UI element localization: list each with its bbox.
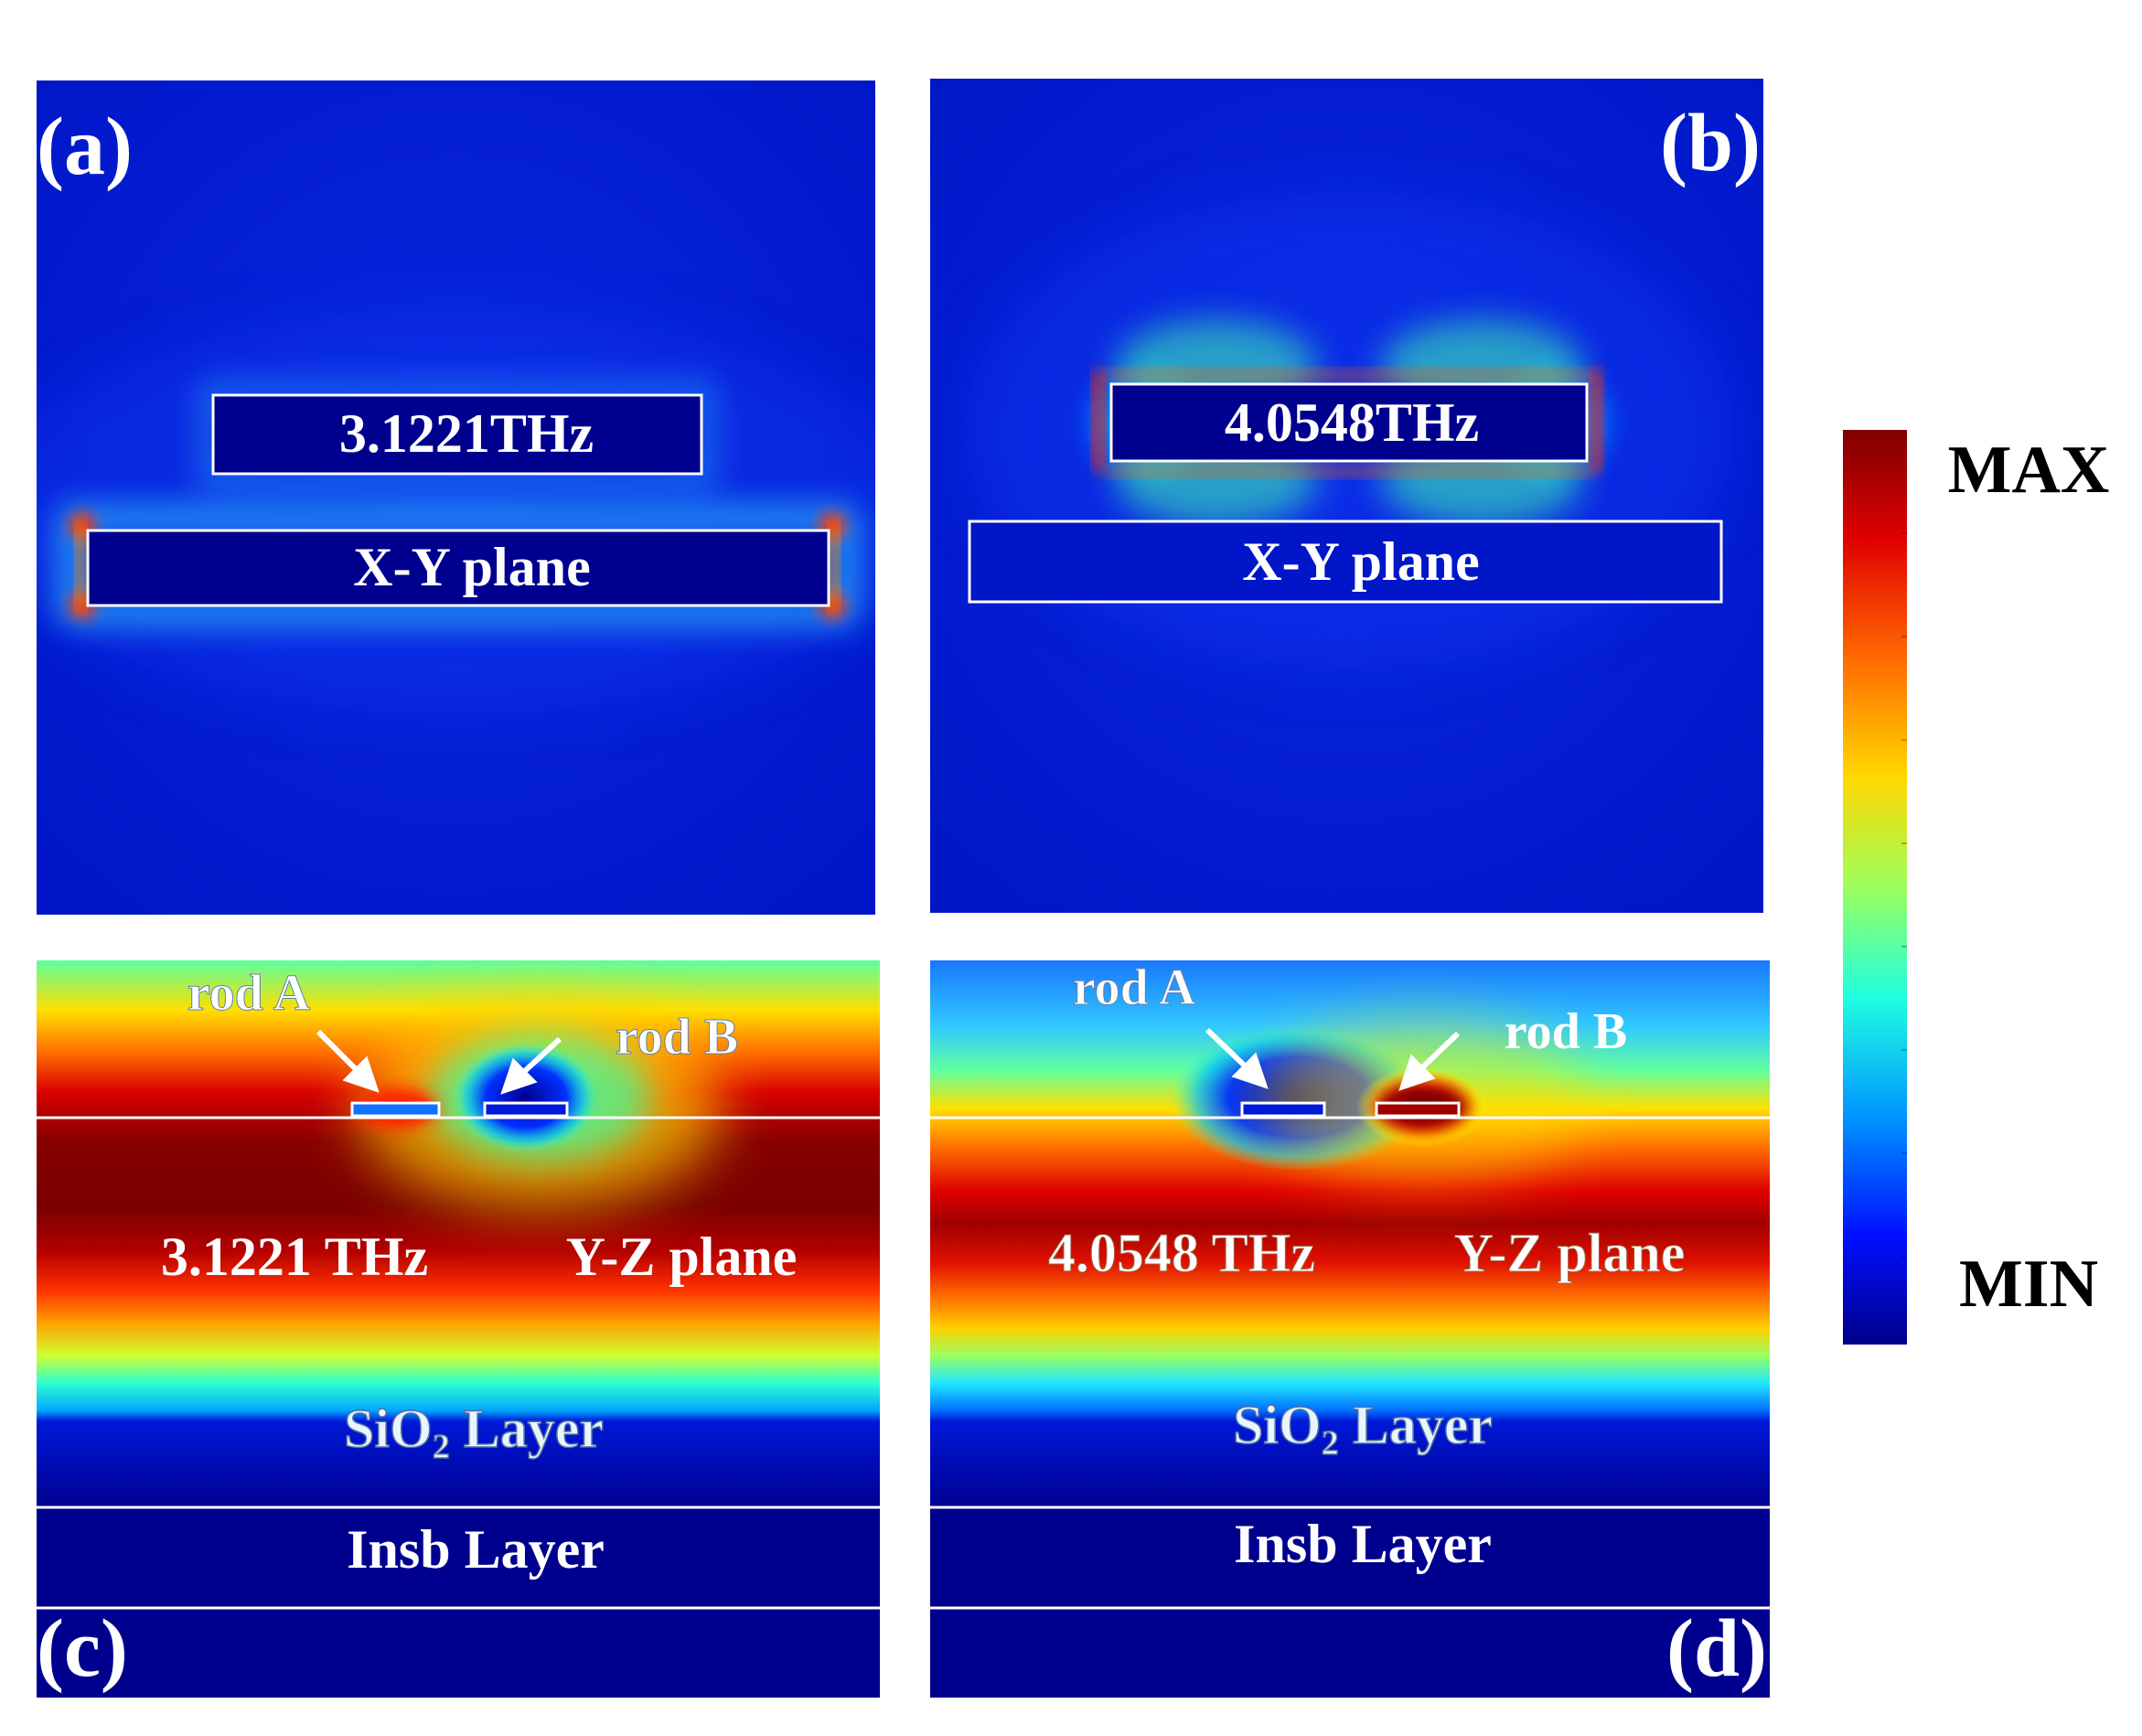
colorbar-ticks xyxy=(1901,532,1907,1258)
panel-b-plane: X-Y plane xyxy=(1242,531,1479,592)
panel-a: (a) 3.1221THz X-Y plane xyxy=(37,80,875,915)
panel-b-lower-bar-outline xyxy=(968,520,1723,604)
panel-c-rod-a-arrow xyxy=(316,1029,380,1093)
panel-c-rod-a-label: rod A xyxy=(187,965,311,1022)
colorbar-max-label: MAX xyxy=(1948,433,2110,508)
panel-d-letter: (d) xyxy=(1666,1603,1767,1694)
panel-c-rod-b-label: rod B xyxy=(616,1009,738,1066)
panel-a-letter: (a) xyxy=(37,102,133,192)
panel-d-sio2-label: SiO2 Layer xyxy=(1233,1395,1493,1463)
panel-a-lower-bar-outline xyxy=(86,529,830,607)
panel-c-frequency: 3.1221 THz xyxy=(161,1227,428,1287)
panel-d-rod-a-arrow xyxy=(1205,1027,1269,1089)
panel-b-field-map xyxy=(930,79,1763,913)
panel-d-rod-b-label: rod B xyxy=(1505,1003,1627,1060)
panel-b: (b) 4.0548THz X-Y plane xyxy=(930,79,1763,913)
panel-c-letter: (c) xyxy=(37,1603,128,1694)
colorbar: MAX MIN xyxy=(1843,430,2109,1345)
panel-d-frequency: 4.0548 THz xyxy=(1048,1223,1315,1283)
panel-c: rod A rod B 3.1221 THz Y-Z plane SiO2 La… xyxy=(37,960,880,1698)
panel-c-plane: Y-Z plane xyxy=(566,1227,798,1287)
panel-d-rod-b-arrow xyxy=(1398,1031,1461,1091)
colorbar-min-label: MIN xyxy=(1959,1247,2098,1322)
panel-b-letter: (b) xyxy=(1660,98,1761,188)
panel-c-field-map xyxy=(37,960,880,1698)
panel-a-upper-bar-outline xyxy=(211,393,703,476)
panel-c-rod-a xyxy=(350,1101,441,1118)
panel-a-frequency: 3.1221THz xyxy=(339,403,594,464)
panel-d-rod-a xyxy=(1240,1101,1326,1118)
colorbar-gradient xyxy=(1843,430,1907,1345)
panel-c-sio2-label: SiO2 Layer xyxy=(344,1398,604,1466)
panel-b-frequency: 4.0548THz xyxy=(1225,392,1479,453)
panel-a-field-map xyxy=(37,80,875,915)
panel-c-rod-b xyxy=(483,1101,569,1118)
panel-d: rod A rod B 4.0548 THz Y-Z plane SiO2 La… xyxy=(930,959,1770,1698)
panel-d-insb-label: Insb Layer xyxy=(1234,1514,1492,1574)
panel-b-upper-bar-outline xyxy=(1109,382,1589,463)
panel-c-insb-label: Insb Layer xyxy=(347,1519,605,1580)
panel-d-rod-a-label: rod A xyxy=(1073,959,1196,1016)
panel-a-plane: X-Y plane xyxy=(353,537,590,597)
panel-c-rod-b-arrow xyxy=(500,1036,562,1095)
panel-d-field-map xyxy=(930,960,1770,1698)
panel-d-plane: Y-Z plane xyxy=(1454,1223,1686,1283)
panel-d-rod-b xyxy=(1375,1101,1461,1118)
